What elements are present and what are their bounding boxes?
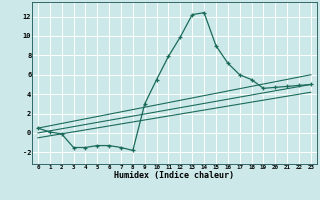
X-axis label: Humidex (Indice chaleur): Humidex (Indice chaleur) — [115, 171, 234, 180]
